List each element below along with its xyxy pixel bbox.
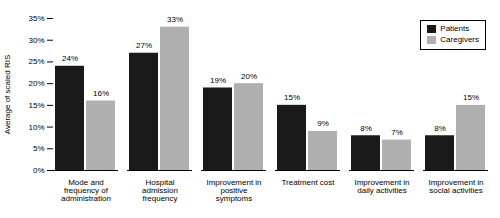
svg-text:33%: 33% bbox=[167, 15, 183, 24]
svg-text:15%: 15% bbox=[463, 93, 479, 102]
svg-text:Treatment cost: Treatment cost bbox=[281, 178, 335, 187]
svg-text:25%: 25% bbox=[28, 57, 44, 66]
svg-text:Hospitaladmissionfrequency: Hospitaladmissionfrequency bbox=[142, 178, 178, 203]
svg-text:19%: 19% bbox=[210, 76, 226, 85]
svg-text:7%: 7% bbox=[391, 128, 403, 137]
svg-text:9%: 9% bbox=[317, 119, 329, 128]
svg-text:35%: 35% bbox=[28, 14, 44, 23]
svg-text:8%: 8% bbox=[434, 124, 446, 133]
svg-text:Average of scaled RIS: Average of scaled RIS bbox=[3, 55, 12, 134]
svg-text:20%: 20% bbox=[28, 79, 44, 88]
svg-text:30%: 30% bbox=[28, 36, 44, 45]
svg-text:16%: 16% bbox=[93, 89, 109, 98]
html-text:Caregivers: Caregivers bbox=[440, 34, 479, 44]
svg-text:20%: 20% bbox=[241, 72, 257, 81]
html-text:Patients: Patients bbox=[440, 24, 470, 33]
svg-text:15%: 15% bbox=[284, 93, 300, 102]
svg-text:10%: 10% bbox=[28, 123, 44, 132]
svg-text:Improvement insocial activitie: Improvement insocial activities bbox=[428, 178, 483, 195]
svg-text:Improvement inpositivesymptoms: Improvement inpositivesymptoms bbox=[206, 178, 261, 203]
svg-text:Mode andfrequency ofadministra: Mode andfrequency ofadministration bbox=[61, 178, 111, 203]
svg-text:27%: 27% bbox=[136, 41, 152, 50]
svg-text:24%: 24% bbox=[62, 54, 78, 63]
svg-text:Improvement indaily activities: Improvement indaily activities bbox=[354, 178, 409, 195]
svg-text:5%: 5% bbox=[33, 144, 45, 153]
svg-text:0%: 0% bbox=[33, 166, 45, 175]
svg-text:15%: 15% bbox=[28, 101, 44, 110]
svg-text:8%: 8% bbox=[360, 124, 372, 133]
